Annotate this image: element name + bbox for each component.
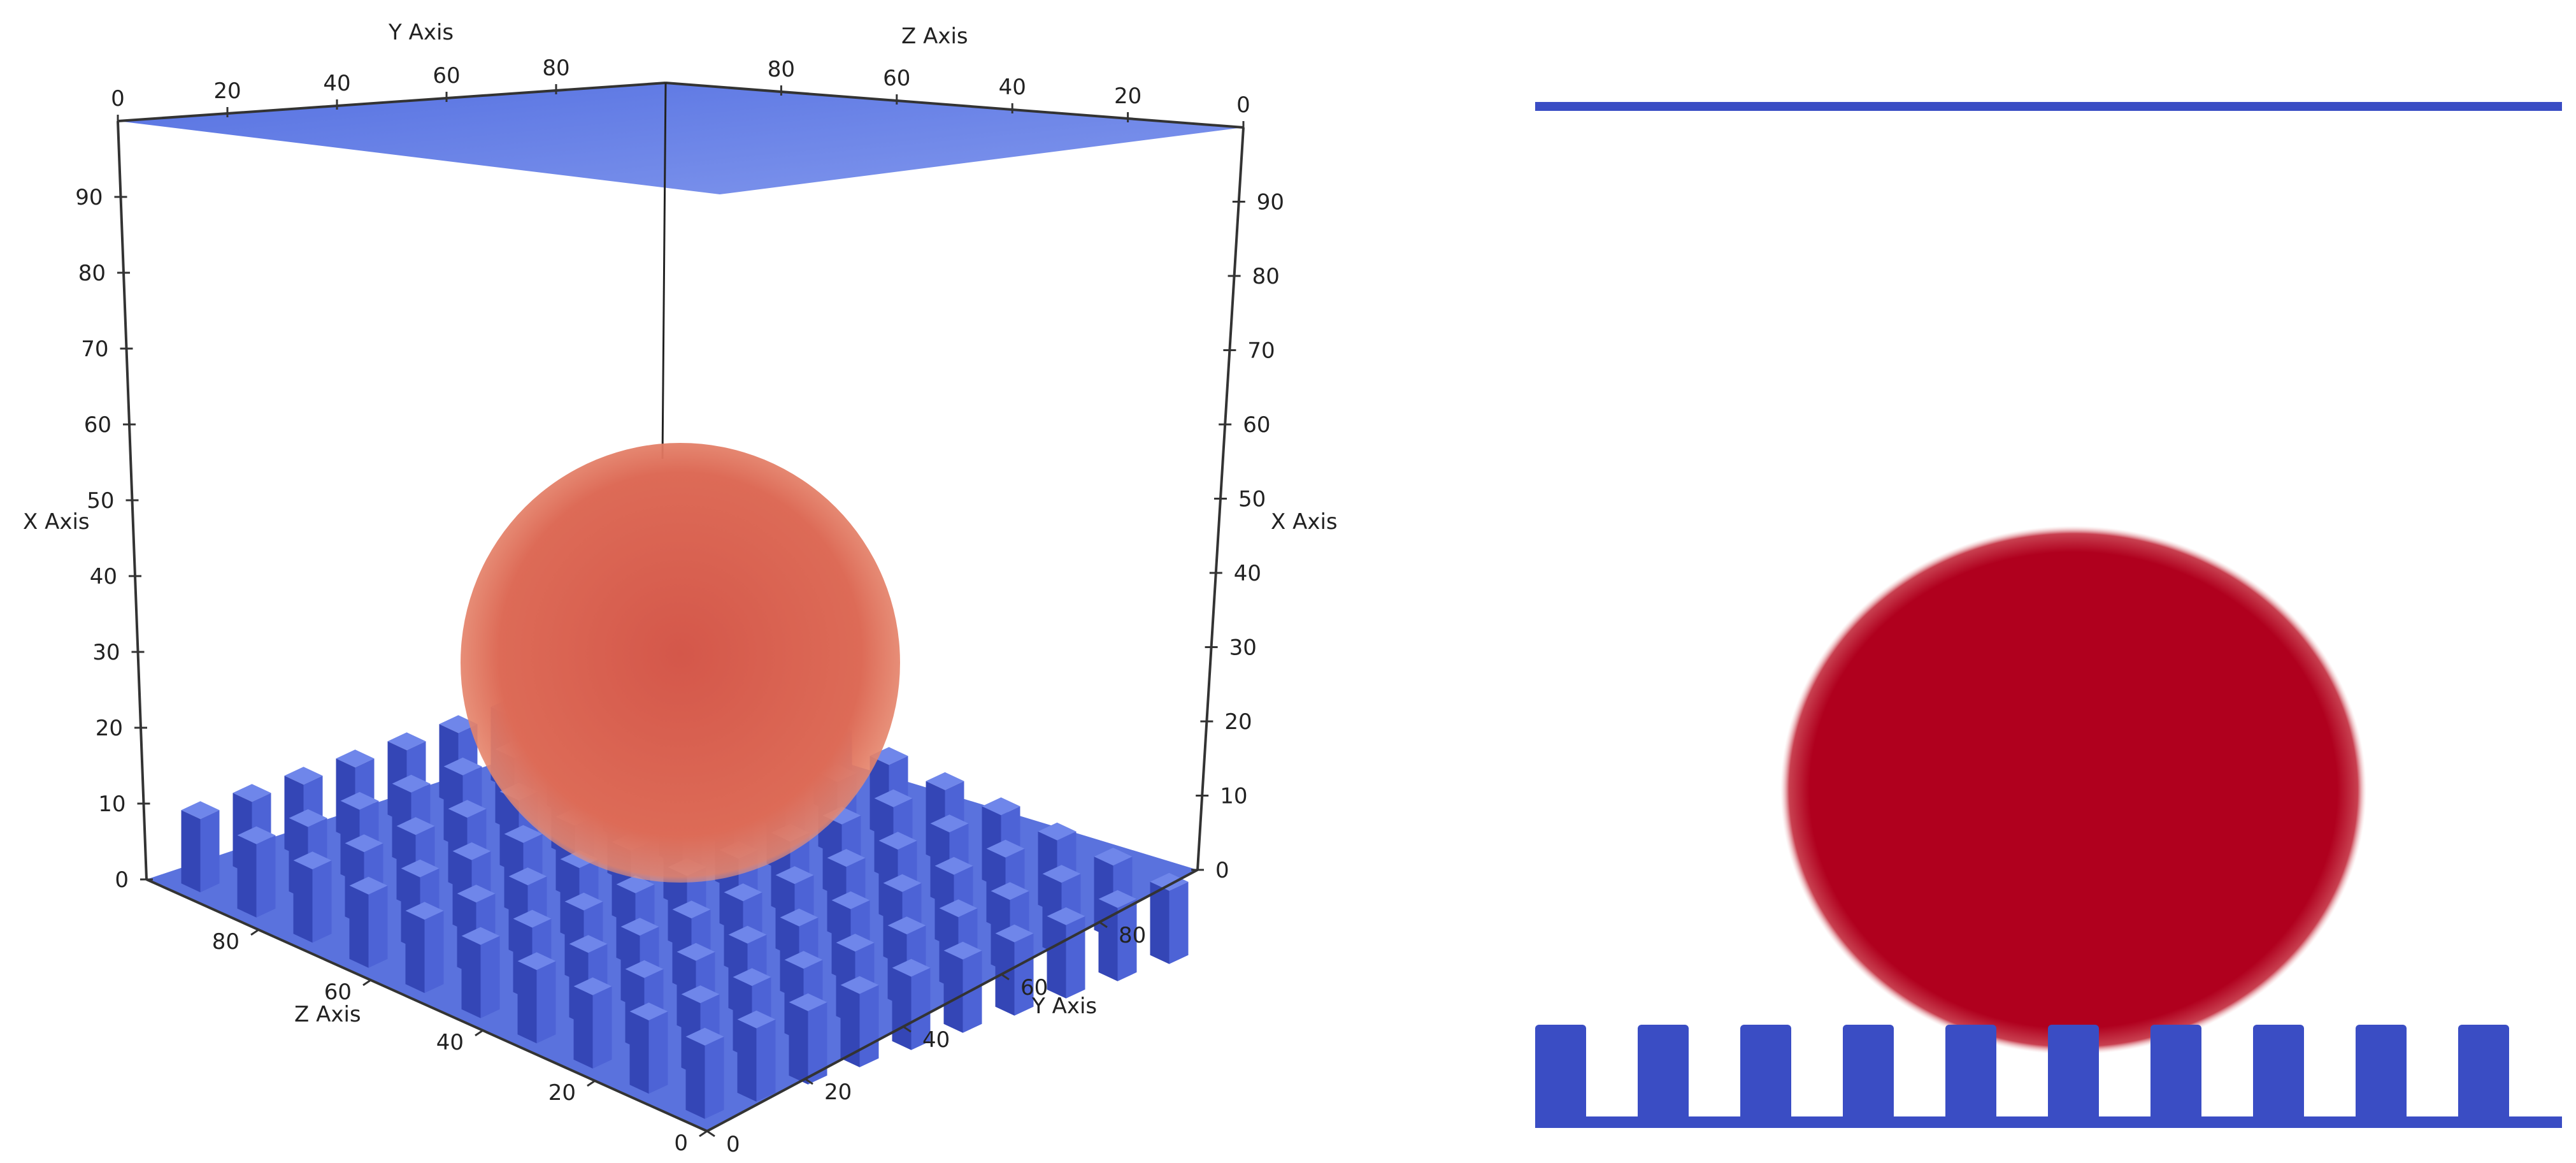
z-axis-top-tick-label: 40	[999, 75, 1026, 100]
wall-pillar	[2150, 1025, 2201, 1120]
y-axis-bottom-tick-label: 60	[1020, 975, 1048, 1000]
x-axis-left-tick-label: 40	[90, 564, 117, 589]
y-axis-bottom-tick-label: 40	[922, 1027, 950, 1053]
x-axis-right-tick-label: 0	[1215, 858, 1229, 883]
y-axis-top-tick-label: 60	[433, 63, 460, 89]
x-axis-left-tick-label: 30	[92, 640, 120, 665]
x-axis-left-tick-label: 90	[75, 185, 103, 210]
y-axis-bottom-tick	[903, 1025, 912, 1033]
top-plate-edge	[665, 82, 1244, 129]
x-axis-right-tick-label: 40	[1234, 561, 1261, 586]
x-axis-right-tick-label: 10	[1220, 784, 1247, 809]
y-axis-bottom-tick	[706, 1130, 715, 1138]
pillar-3d	[629, 1002, 668, 1094]
bottom-wall-base	[1535, 1116, 2562, 1128]
right-2d-view	[1535, 102, 2562, 1128]
x-axis-left-tick-label: 50	[87, 488, 114, 514]
pillar-3d	[461, 927, 500, 1018]
back-vertical-line	[661, 82, 667, 459]
x-axis-right-tick-label: 30	[1229, 635, 1257, 661]
pillar-3d	[685, 1027, 724, 1119]
pillar-3d	[237, 826, 276, 918]
pillar-3d	[573, 977, 612, 1069]
wall-pillar	[2253, 1025, 2304, 1120]
pillar-3d	[943, 941, 982, 1033]
wall-pillar	[1740, 1025, 1791, 1120]
wall-pillar	[1843, 1025, 1894, 1120]
wall-pillar	[2048, 1025, 2099, 1120]
x-axis-left-tick-label: 10	[98, 791, 125, 817]
droplet-cross-section	[1780, 526, 2366, 1055]
z-axis-bottom-tick	[475, 1029, 483, 1037]
z-axis-top-tick-label: 60	[883, 66, 910, 91]
y-axis-top-tick-label: 0	[111, 86, 125, 112]
y-axis-bottom-tick	[805, 1078, 813, 1085]
bottom-wall-pillars	[1535, 1025, 2509, 1120]
pillar-3d	[517, 952, 556, 1044]
pillar-3d	[840, 976, 879, 1067]
wall-pillar	[1535, 1025, 1586, 1120]
z-axis-bottom-tick	[362, 979, 371, 986]
y-axis-bottom-tick	[1001, 973, 1010, 981]
x-axis-left-tick-label: 70	[81, 336, 108, 362]
pillar-3d	[405, 902, 444, 993]
x-axis-right-tick-label: 70	[1247, 338, 1275, 364]
y-axis-bottom-tick	[1099, 921, 1108, 928]
z-axis-bottom-tick-label: 0	[674, 1130, 688, 1156]
z-axis-top-tick-label: 20	[1114, 83, 1141, 109]
z-axis-title-top: Z Axis	[901, 24, 968, 49]
wall-pillar	[2458, 1025, 2509, 1120]
y-axis-top-tick-label: 40	[323, 71, 350, 96]
x-axis-title-left: X Axis	[23, 509, 90, 535]
y-axis-top-tick-label: 80	[542, 55, 569, 81]
z-axis-bottom-tick-label: 20	[548, 1080, 576, 1106]
x-axis-right-tick-label: 50	[1238, 487, 1266, 512]
y-axis-bottom-tick-label: 80	[1119, 923, 1146, 948]
top-wall	[1535, 102, 2562, 111]
top-plate	[118, 83, 1243, 194]
droplet-sphere	[461, 443, 900, 883]
y-axis-title-top: Y Axis	[388, 20, 454, 45]
floor-edge-right	[706, 869, 1198, 1132]
x-axis-title-right: X Axis	[1271, 509, 1338, 535]
x-axis-left-tick-label: 20	[96, 716, 123, 741]
pillar-3d	[1150, 872, 1189, 964]
wall-pillar	[1638, 1025, 1689, 1120]
pillar-3d	[181, 801, 220, 893]
pillar-3d	[737, 1010, 776, 1102]
z-axis-bottom-tick	[250, 928, 259, 936]
y-axis-top-tick-label: 20	[213, 78, 241, 104]
pillar-3d	[995, 924, 1034, 1016]
wall-pillar	[1945, 1025, 1996, 1120]
z-axis-bottom-tick-label: 40	[436, 1030, 464, 1055]
x-axis-right-tick-label: 80	[1252, 264, 1280, 289]
x-axis-left-tick-label: 60	[84, 412, 111, 438]
z-axis-title-bottom: Z Axis	[294, 1002, 361, 1027]
pillar-3d	[789, 993, 827, 1085]
z-axis-top-tick-label: 80	[768, 57, 795, 82]
x-axis-left-tick-label: 0	[115, 867, 129, 893]
x-axis-left-tick-label: 80	[78, 261, 106, 286]
y-axis-bottom-tick-label: 20	[824, 1080, 852, 1105]
pillar-3d	[293, 851, 332, 943]
pillar-3d	[349, 876, 388, 968]
x-axis-right-tick-label: 90	[1257, 190, 1284, 215]
floor-edge-left	[146, 878, 708, 1132]
z-axis-bottom-tick-label: 80	[212, 929, 240, 955]
x-axis-right-tick-label: 20	[1224, 709, 1252, 735]
pillar-3d	[1047, 907, 1085, 999]
wall-pillar	[2356, 1025, 2407, 1120]
y-axis-title-bottom: Y Axis	[1031, 993, 1097, 1019]
axis-ticks: 0 10 20 30 40 50 60 70 80 90 0 10 20 30 40 50 60 70 80 90 0 2…	[75, 55, 1284, 1157]
z-axis-bottom-tick	[699, 1130, 708, 1138]
z-axis-top-tick-label: 0	[1236, 92, 1250, 118]
left-3d-view: Y Axis Z Axis X Axis X Axis Z Axis Y Axi…	[23, 20, 1338, 1157]
x-axis-right-tick-label: 60	[1243, 412, 1270, 438]
z-axis-bottom-tick-label: 60	[324, 979, 352, 1005]
top-plate-edge	[117, 82, 666, 122]
y-axis-bottom-tick-label: 0	[726, 1132, 740, 1157]
z-axis-bottom-tick	[587, 1080, 596, 1087]
